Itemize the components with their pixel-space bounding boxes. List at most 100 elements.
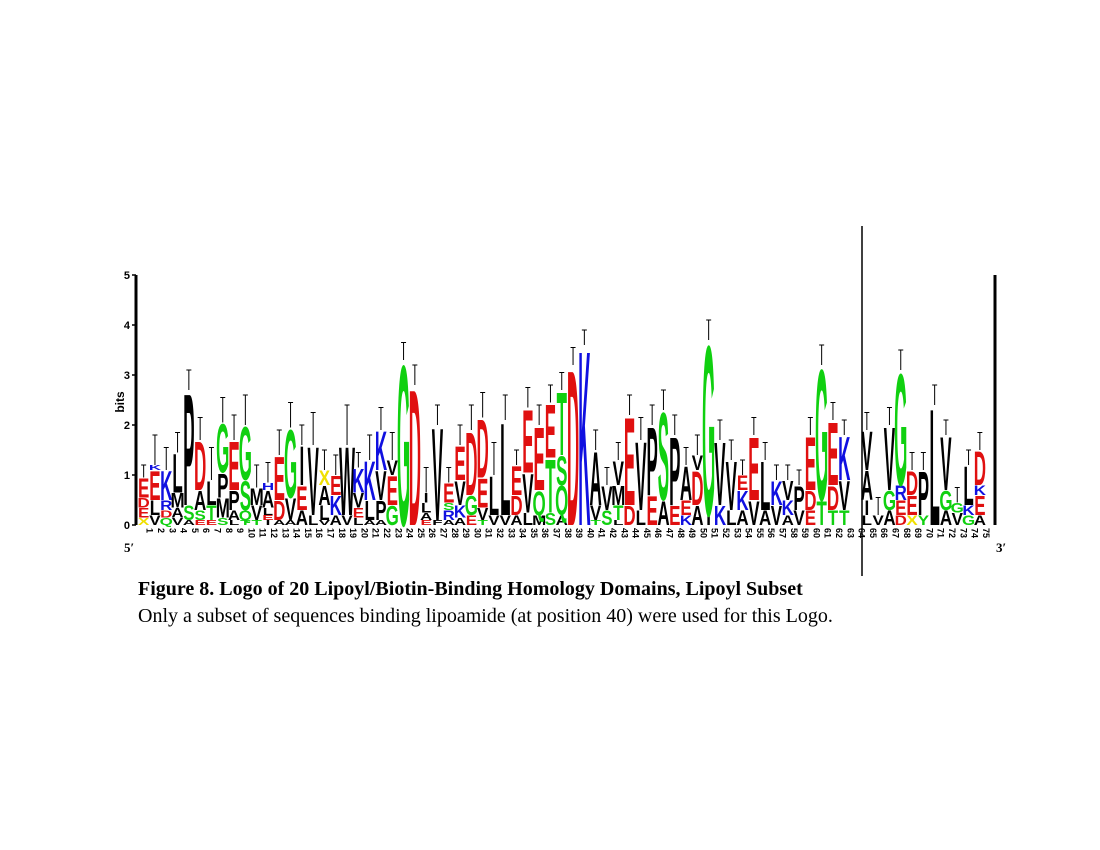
logo-letter: A bbox=[318, 480, 330, 511]
logo-column-52: KV bbox=[714, 419, 727, 531]
logo-column-33: VL bbox=[500, 394, 512, 543]
logo-letter: V bbox=[884, 408, 895, 509]
logo-letter: G bbox=[465, 490, 478, 521]
logo-letter: S bbox=[240, 472, 251, 519]
y-tick-label: 3 bbox=[124, 370, 130, 382]
logo-column-25: D bbox=[409, 350, 421, 567]
logo-letter: E bbox=[680, 497, 691, 520]
logo-letter: L bbox=[150, 497, 161, 520]
logo-letter: D bbox=[160, 508, 172, 520]
logo-letter: V bbox=[793, 507, 805, 530]
x-tick-label: 59 bbox=[800, 528, 810, 538]
x-tick-label: 46 bbox=[653, 528, 663, 538]
logo-letter: T bbox=[828, 507, 839, 530]
logo-letter: P bbox=[375, 495, 386, 526]
logo-letter: L bbox=[726, 507, 737, 530]
logo-column-35: LVE bbox=[522, 387, 534, 529]
logo-column-70: YP bbox=[918, 452, 930, 529]
logo-letter: P bbox=[183, 362, 194, 541]
logo-letter: G bbox=[216, 409, 229, 487]
logo-letter: Q bbox=[533, 483, 546, 522]
x-tick-label: 38 bbox=[563, 528, 573, 538]
logo-letter: E bbox=[748, 418, 759, 519]
logo-column-63: TVK bbox=[838, 419, 850, 530]
logo-letter: M bbox=[250, 484, 264, 511]
five-prime-label: 5′ bbox=[124, 540, 134, 555]
logo-letter: D bbox=[510, 490, 522, 521]
x-tick-label: 54 bbox=[744, 528, 754, 538]
logo-letter: V bbox=[387, 457, 399, 480]
logo-letter: X bbox=[319, 467, 331, 490]
y-axis-label: bits bbox=[113, 391, 127, 413]
x-tick-label: 30 bbox=[472, 528, 482, 538]
logo-letter: K bbox=[714, 500, 727, 531]
x-tick-label: 43 bbox=[619, 528, 629, 538]
logo-letter: D bbox=[827, 478, 839, 517]
logo-letter: D bbox=[194, 427, 206, 505]
logo-letter: V bbox=[375, 462, 386, 509]
logo-letter: V bbox=[782, 475, 794, 506]
x-tick-label: 8 bbox=[224, 528, 234, 533]
x-tick-label: 3 bbox=[167, 528, 177, 533]
logo-column-59: VP bbox=[793, 469, 805, 530]
logo-letter: K bbox=[962, 503, 975, 518]
three-prime-label: 3′ bbox=[996, 540, 1006, 555]
y-tick-label: 4 bbox=[124, 320, 131, 332]
logo-column-60: EDE bbox=[804, 417, 816, 530]
logo-letter: A bbox=[228, 508, 240, 523]
x-tick-label: 23 bbox=[393, 528, 403, 538]
x-tick-label: 19 bbox=[348, 528, 358, 538]
logo-letter: K bbox=[974, 483, 987, 498]
x-tick-label: 51 bbox=[710, 528, 720, 538]
x-tick-label: 14 bbox=[292, 528, 302, 538]
x-tick-label: 4 bbox=[179, 528, 189, 533]
logo-letter: A bbox=[974, 513, 986, 528]
logo-column-40: K bbox=[578, 299, 590, 578]
logo-letter: G bbox=[883, 485, 896, 516]
logo-letter: R bbox=[160, 498, 172, 513]
x-tick-label: 71 bbox=[936, 528, 946, 538]
logo-column-7: ETL bbox=[206, 447, 218, 527]
x-tick-label: 63 bbox=[845, 528, 855, 538]
logo-column-24: G bbox=[397, 319, 410, 574]
logo-letter: L bbox=[319, 502, 330, 525]
x-tick-label: 75 bbox=[981, 528, 991, 538]
x-tick-label: 57 bbox=[777, 528, 787, 538]
logo-letter: T bbox=[816, 493, 827, 532]
logo-letter: E bbox=[669, 500, 680, 531]
x-tick-label: 26 bbox=[427, 528, 437, 538]
x-tick-label: 52 bbox=[721, 528, 731, 538]
logo-letter: V bbox=[454, 473, 466, 512]
logo-letter: A bbox=[691, 500, 703, 531]
logo-letter: V bbox=[285, 493, 296, 528]
x-tick-label: 2 bbox=[156, 528, 166, 533]
logo-letter: D bbox=[477, 403, 489, 496]
logo-letter: D bbox=[691, 461, 703, 516]
x-tick-label: 6 bbox=[201, 528, 211, 533]
logo-letter: T bbox=[477, 519, 487, 527]
logo-letter: E bbox=[974, 490, 985, 521]
x-tick-label: 25 bbox=[416, 528, 426, 538]
logo-letter: G bbox=[702, 295, 715, 567]
logo-letter: K bbox=[680, 513, 693, 528]
logo-letter: V bbox=[601, 478, 613, 517]
logo-letter: V bbox=[432, 401, 443, 548]
logo-letter: D bbox=[138, 496, 150, 511]
logo-letter: E bbox=[805, 421, 816, 507]
logo-letter: A bbox=[940, 507, 952, 530]
logo-column-71: L bbox=[929, 376, 939, 562]
x-tick-label: 12 bbox=[269, 528, 279, 538]
logo-letter: A bbox=[782, 513, 794, 528]
logo-column-16: LV bbox=[307, 412, 319, 536]
logo-letter: E bbox=[737, 472, 748, 495]
logo-letter: A bbox=[262, 487, 274, 514]
